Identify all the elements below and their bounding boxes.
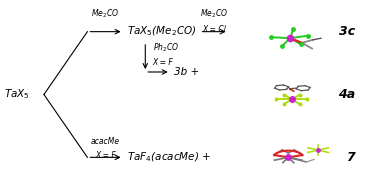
Text: acacMe: acacMe (91, 137, 120, 146)
Text: Me$_2$CO: Me$_2$CO (200, 8, 228, 20)
Text: X = F: X = F (153, 58, 173, 67)
Text: TaF$_4$(acacMe) +: TaF$_4$(acacMe) + (127, 151, 211, 164)
Text: TaX$_5$(Me$_2$CO): TaX$_5$(Me$_2$CO) (127, 25, 197, 38)
Text: 4a: 4a (338, 88, 355, 101)
Text: X = Cl: X = Cl (202, 26, 226, 34)
Text: TaX$_5$: TaX$_5$ (4, 88, 30, 101)
Text: X = F: X = F (95, 151, 116, 160)
Text: Ph$_2$CO: Ph$_2$CO (153, 41, 179, 54)
Text: 7: 7 (346, 151, 355, 164)
Text: Me$_2$CO: Me$_2$CO (92, 8, 119, 20)
Text: 3b +: 3b + (174, 67, 200, 77)
Text: 3c: 3c (339, 25, 355, 38)
